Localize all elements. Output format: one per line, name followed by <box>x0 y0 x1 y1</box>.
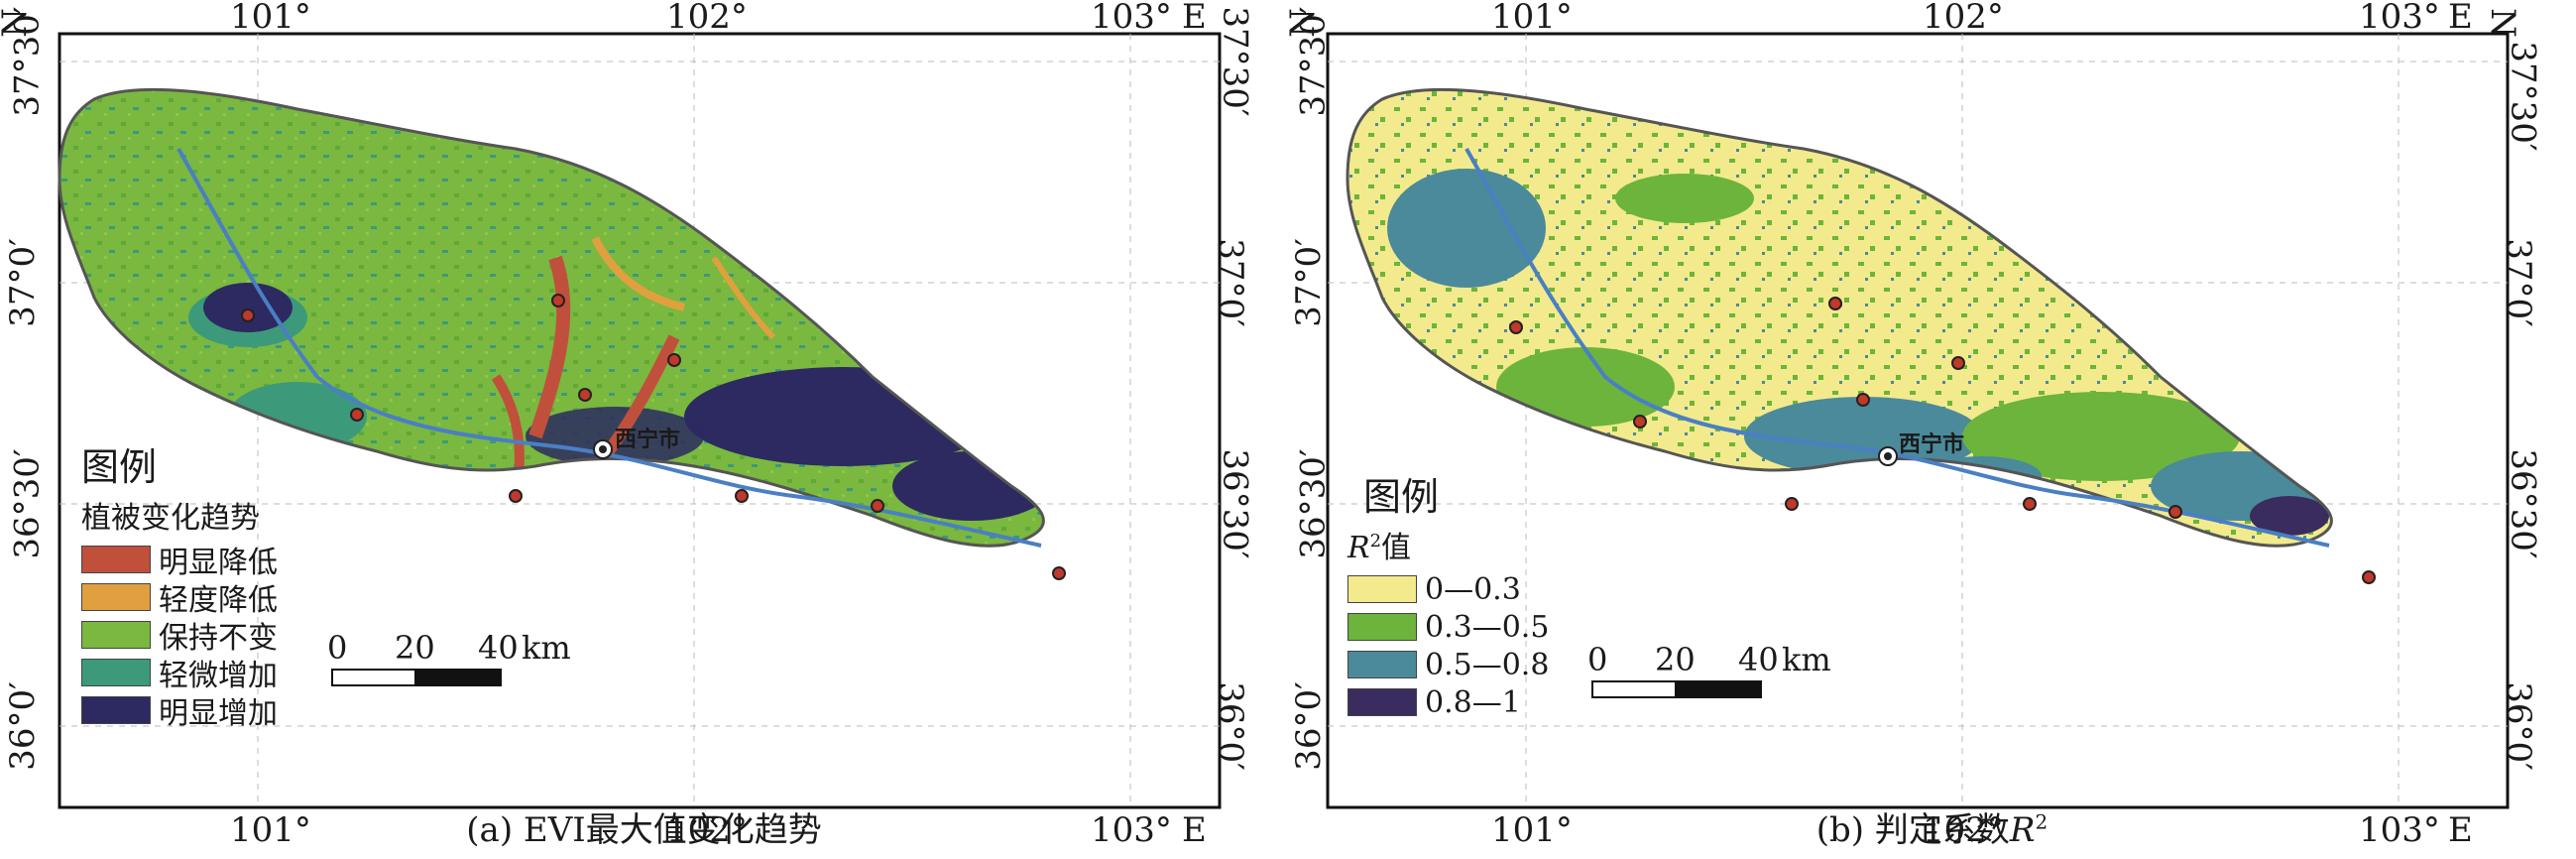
legend-item: 保持不变 <box>81 616 278 656</box>
scale-tick-40: 40 <box>1738 641 1779 678</box>
top-east-label: E <box>2448 0 2473 37</box>
legend-title: 图例 <box>81 445 158 489</box>
legend-label: 保持不变 <box>159 621 278 656</box>
legend-swatch <box>1347 651 1417 678</box>
right-lat-3630: 36°30′ <box>2503 448 2543 559</box>
legend-title: 图例 <box>1363 475 1440 519</box>
county-points <box>241 294 1066 580</box>
caption-b-sup: 2 <box>2035 809 2049 834</box>
top-lon-103: 103° <box>2359 0 2440 37</box>
left-lat-3700: 37°0′ <box>1288 238 1329 327</box>
left-lat-3600: 36°0′ <box>1288 681 1329 771</box>
scale-tick-40: 40 <box>478 629 519 667</box>
top-lon-101: 101° <box>1491 0 1573 37</box>
legend-label: 轻微增加 <box>159 659 278 693</box>
legend-item: 0—0.3 <box>1347 570 1549 608</box>
top-lon-103: 103° <box>1091 0 1172 37</box>
legend-label: 明显增加 <box>159 696 278 731</box>
legend-item: 0.3—0.5 <box>1347 608 1549 646</box>
right-lat-3600: 36°0′ <box>1210 681 1250 771</box>
top-lon-101: 101° <box>230 0 311 37</box>
legend-subtitle: R2值 <box>1347 523 1549 566</box>
legend-label: 明显降低 <box>159 546 278 580</box>
legend-item: 明显降低 <box>81 541 278 580</box>
bottom-lon-103: 103° <box>2359 810 2440 850</box>
caption-a: (a) EVI最大值变化趋势 <box>466 810 822 850</box>
county-points <box>1509 297 2376 584</box>
left-lat-3630: 36°30′ <box>7 448 48 559</box>
river <box>176 148 1042 548</box>
legend-swatch <box>81 659 151 686</box>
river <box>1464 148 2330 548</box>
panel-r2: 西宁市 N 101° 102° 103° E N 101° 102° 103° … <box>1283 0 2576 859</box>
left-lat-3730: 37°30′ <box>1293 6 1334 117</box>
top-lon-102: 102° <box>666 0 748 37</box>
scale-tick-0: 0 <box>327 629 348 667</box>
right-lat-3630: 36°30′ <box>1215 448 1255 559</box>
left-lat-3600: 36°0′ <box>2 681 43 771</box>
bottom-east-label: E <box>1182 810 1207 850</box>
legend-subtitle-sup: 2 <box>1369 531 1382 552</box>
scale-unit: km <box>1782 641 1831 678</box>
legend-label: 轻度降低 <box>159 583 278 618</box>
right-lat-3700: 37°0′ <box>1210 238 1250 327</box>
right-lat-3600: 36°0′ <box>2498 681 2538 771</box>
bottom-lon-101: 101° <box>1491 810 1573 850</box>
city-label-xining: 西宁市 <box>1899 432 1965 457</box>
bottom-lon-102: 102° <box>1923 810 2004 850</box>
legend-subtitle: 植被变化趋势 <box>81 501 260 536</box>
scale-tick-20: 20 <box>395 629 435 667</box>
panel-evi-trend: 西宁市 N 101° 102° 103° E 101° 102° 103° E … <box>0 0 1255 850</box>
right-lat-3700: 37°0′ <box>2498 238 2538 327</box>
legend-item: 0.8—1 <box>1347 683 1549 721</box>
legend-label: 0.5—0.8 <box>1425 647 1550 682</box>
basin-boundary <box>1346 87 2333 548</box>
legend-swatch <box>81 696 151 724</box>
basin-boundary <box>58 87 1045 548</box>
caption-b-symbol: R <box>2009 810 2036 850</box>
left-lat-3630: 36°30′ <box>1293 448 1334 559</box>
left-lat-3730: 37°30′ <box>7 6 48 117</box>
map-evi-trend <box>58 32 1222 809</box>
legend-label: 0.3—0.5 <box>1425 609 1550 645</box>
scale-tick-0: 0 <box>1587 641 1608 678</box>
legend-subtitle-suffix: 值 <box>1381 531 1412 565</box>
map-r2 <box>1326 32 2510 809</box>
left-lat-3700: 37°0′ <box>2 238 43 327</box>
legend-swatch <box>81 621 151 649</box>
legend-swatch <box>81 583 151 611</box>
legend-swatch <box>81 546 151 573</box>
legend-label: 0—0.3 <box>1425 571 1521 607</box>
bottom-lon-101: 101° <box>230 810 311 850</box>
top-east-label: E <box>1182 0 1207 37</box>
caption-b: (b) 判定系数R2 <box>1288 802 2576 851</box>
right-lat-3730: 37°30′ <box>1215 6 1255 117</box>
caption-b-prefix: (b) 判定系数 <box>1815 810 2010 850</box>
top-lon-102: 102° <box>1923 0 2004 37</box>
scale-tick-20: 20 <box>1655 641 1696 678</box>
legend-r2: 图例 R2值 0—0.3 0.3—0.5 0.5—0.8 0.8—1 <box>1347 466 1549 721</box>
right-lat-3730: 37°30′ <box>2503 41 2543 152</box>
scale-unit: km <box>522 629 571 667</box>
bottom-lon-103: 103° <box>1091 810 1172 850</box>
legend-item: 轻度降低 <box>81 578 278 618</box>
legend-label: 0.8—1 <box>1425 684 1521 720</box>
legend-swatch <box>1347 613 1417 641</box>
legend-item: 轻微增加 <box>81 654 278 693</box>
legend-item: 0.5—0.8 <box>1347 646 1549 683</box>
legend-swatch <box>1347 575 1417 603</box>
city-label-xining: 西宁市 <box>615 428 681 452</box>
legend-evi: 图例 植被变化趋势 明显降低 轻度降低 保持不变 轻微增加 明显增加 <box>81 436 278 731</box>
north-label-right: N <box>2482 8 2522 38</box>
legend-swatch <box>1347 688 1417 716</box>
bottom-lon-102: 102° <box>666 810 748 850</box>
bottom-east-label: E <box>2448 810 2473 850</box>
legend-subtitle-symbol: R <box>1347 531 1370 565</box>
legend-item: 明显增加 <box>81 691 278 731</box>
